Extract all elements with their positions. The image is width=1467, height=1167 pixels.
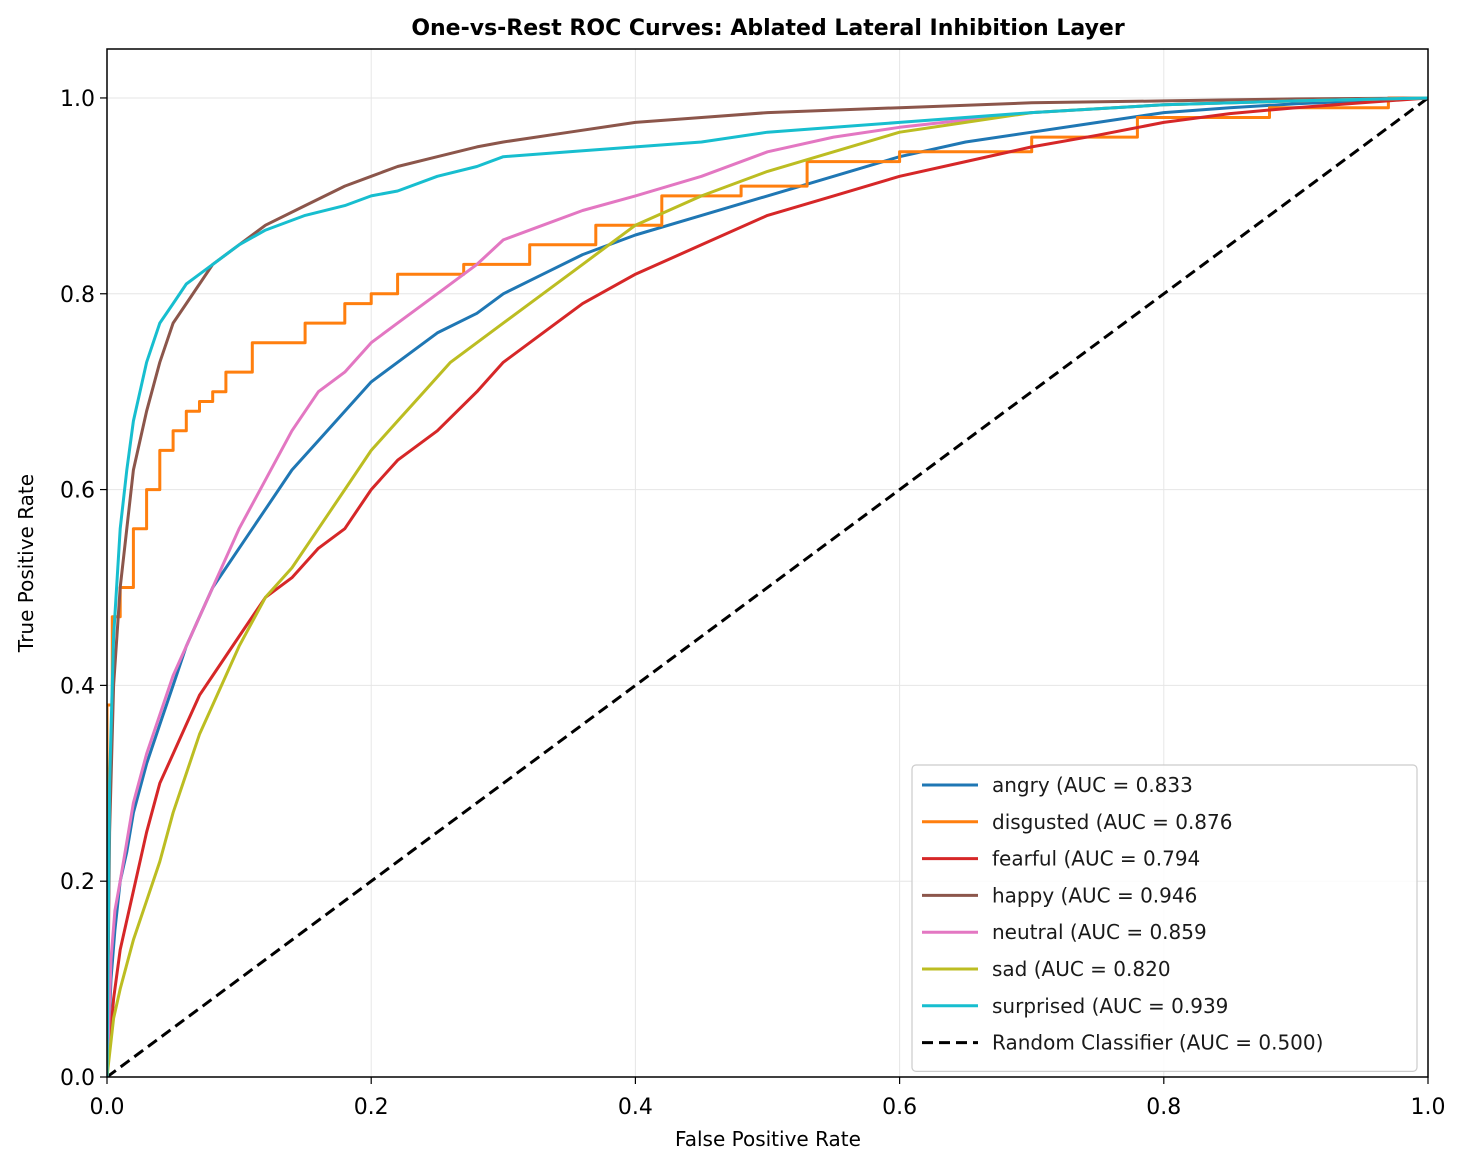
- y-tick-label: 0.4: [60, 674, 95, 699]
- legend-entry: disgusted (AUC = 0.876: [992, 810, 1232, 834]
- x-tick-label: 0.0: [90, 1095, 125, 1120]
- x-tick-label: 0.4: [618, 1095, 653, 1120]
- series-line-happy: [107, 96, 1428, 1077]
- y-tick-label: 0.2: [60, 870, 95, 895]
- series-layer: [107, 96, 1428, 1077]
- legend-entry: neutral (AUC = 0.859: [992, 920, 1207, 944]
- legend-entry: fearful (AUC = 0.794: [992, 847, 1200, 871]
- series-line-angry: [107, 96, 1428, 1077]
- y-tick-label: 0.8: [60, 283, 95, 308]
- plot-frame: [106, 48, 1429, 1078]
- series-line-random-classifier: [107, 96, 1428, 1077]
- x-tick-label: 0.8: [1146, 1095, 1181, 1120]
- y-axis-label: True Positive Rate: [14, 474, 38, 653]
- legend-box: [911, 764, 1418, 1072]
- x-tick-label: 0.2: [354, 1095, 389, 1120]
- legend: angry (AUC = 0.833 disgusted (AUC = 0.876…: [911, 764, 1418, 1072]
- legend-entry: surprised (AUC = 0.939: [992, 994, 1228, 1018]
- series-line-surprised: [107, 96, 1428, 1077]
- y-tick-label: 0.6: [60, 479, 95, 504]
- series-line-disgusted: [107, 96, 1428, 1077]
- x-tick-label: 1.0: [1411, 1095, 1446, 1120]
- y-tick-label: 1.0: [60, 87, 95, 112]
- axis-ticks: 0.0 0.2 0.4 0.6 0.8 1.0 0.0 0.2 0.4 0.6 0.8 1.0: [60, 87, 1446, 1120]
- y-tick-label: 0.0: [60, 1066, 95, 1091]
- legend-entry: sad (AUC = 0.820: [992, 957, 1171, 981]
- series-line-sad: [107, 96, 1428, 1077]
- chart-title: One-vs-Rest ROC Curves: Ablated Lateral …: [411, 16, 1125, 41]
- series-line-fearful: [107, 96, 1428, 1077]
- series-line-neutral: [107, 96, 1428, 1077]
- legend-entry: angry (AUC = 0.833: [992, 773, 1193, 797]
- x-axis-label: False Positive Rate: [675, 1127, 861, 1151]
- x-tick-label: 0.6: [882, 1095, 917, 1120]
- legend-entry: Random Classifier (AUC = 0.500): [992, 1031, 1323, 1055]
- legend-entry: happy (AUC = 0.946: [992, 883, 1197, 907]
